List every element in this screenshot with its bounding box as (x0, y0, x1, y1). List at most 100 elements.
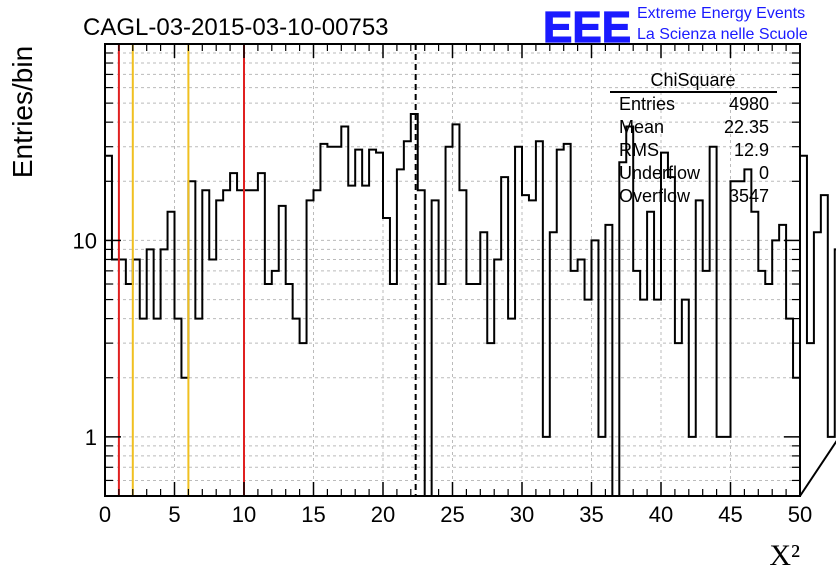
stats-value-underflow: 0 (759, 163, 769, 183)
y-axis-label: Entries/bin (7, 46, 38, 178)
eee-logo-line2: La Scienza nelle Scuole (637, 26, 808, 43)
histogram-bin (828, 437, 835, 496)
histogram-bin (668, 177, 675, 496)
histogram-bin (126, 284, 133, 496)
histogram-bin (647, 212, 654, 496)
histogram-bin (320, 144, 327, 496)
histogram-bin (779, 225, 786, 496)
x-tick-label: 50 (788, 502, 812, 527)
histogram-bin (376, 153, 383, 496)
histogram-bin (147, 249, 154, 496)
histogram-bin (175, 319, 182, 496)
histogram-bin (480, 232, 487, 496)
histogram-bin (362, 186, 369, 496)
x-tick-label: 10 (232, 502, 256, 527)
histogram-bin (786, 319, 793, 496)
histogram-bin (404, 141, 411, 496)
histogram-bin (550, 232, 557, 496)
histogram-bin (188, 181, 195, 496)
axes: 0 5 10 15 20 25 30 35 40 45 50 1 10 (73, 43, 812, 527)
histogram-bin (237, 190, 244, 496)
histogram-bin (105, 156, 112, 496)
histogram-bin (592, 240, 599, 496)
histogram-bin (571, 271, 578, 496)
x-tick-label: 15 (301, 502, 325, 527)
histogram-bin (675, 343, 682, 496)
histogram-bin (724, 437, 731, 496)
stats-label-mean: Mean (619, 117, 664, 137)
histogram-bin (459, 190, 466, 496)
histogram-bin (140, 319, 147, 496)
histogram-bin (654, 300, 661, 496)
eee-logo-line1: Extreme Energy Events (637, 5, 805, 22)
stats-label-overflow: Overflow (619, 186, 691, 206)
histogram-bin (744, 169, 751, 496)
histogram-bin (800, 156, 807, 496)
histogram-bin (244, 190, 251, 496)
x-tick-label: 25 (440, 502, 464, 527)
histogram-bin (355, 150, 362, 496)
stats-label-entries: Entries (619, 94, 675, 114)
histogram-bin (119, 259, 126, 496)
histogram-bin (300, 343, 307, 496)
histogram-bin (230, 173, 237, 496)
histogram-bin (181, 378, 188, 496)
stats-label-rms: RMS (619, 140, 659, 160)
stats-title: ChiSquare (650, 70, 735, 90)
histogram-bin (543, 437, 550, 496)
histogram-bin (487, 343, 494, 496)
histogram-bin (522, 195, 529, 496)
histogram-bin (689, 437, 696, 496)
histogram-bin (598, 437, 605, 496)
histogram-bin (307, 200, 314, 496)
histogram-bin (633, 271, 640, 496)
histogram-bin (696, 200, 703, 496)
histogram-bin (536, 141, 543, 496)
histogram-bin (619, 162, 626, 496)
histogram-bin (369, 150, 376, 496)
histogram-bin (529, 200, 536, 496)
histogram-bin (223, 190, 230, 496)
histogram-bin (765, 284, 772, 496)
histogram-bin (453, 124, 460, 496)
x-tick-label: 40 (649, 502, 673, 527)
histogram-bin (251, 190, 258, 496)
stats-value-overflow: 3547 (729, 186, 769, 206)
histogram-outline (104, 113, 836, 497)
histogram-bin (807, 343, 814, 496)
histogram-bin (341, 127, 348, 496)
histogram-bin (772, 240, 779, 496)
eee-logo: EEE Extreme Energy Events La Scienza nel… (542, 2, 808, 52)
x-tick-label: 20 (371, 502, 395, 527)
y-tick-label: 10 (73, 228, 97, 253)
histogram-bin (348, 186, 355, 496)
histogram-bin (286, 284, 293, 496)
histogram-bin (279, 206, 286, 496)
stats-value-rms: 12.9 (734, 140, 769, 160)
histogram-bin (202, 190, 209, 496)
histogram-bin (737, 181, 744, 496)
histogram-bin (605, 225, 612, 496)
stats-value-mean: 22.35 (724, 117, 769, 137)
histogram-bin (758, 271, 765, 496)
histogram-bin (501, 177, 508, 496)
y-tick-label: 1 (85, 425, 97, 450)
histogram-bin (557, 150, 564, 496)
histogram-bin (473, 284, 480, 496)
histogram-bin (731, 181, 738, 496)
histogram-bin (397, 169, 404, 496)
histogram-bin (334, 147, 341, 496)
marker-lines (117, 44, 417, 496)
histogram-bin (411, 114, 418, 496)
chart-title: CAGL-03-2015-03-10-00753 (83, 14, 389, 41)
histogram-bin (703, 271, 710, 496)
histogram-bin (466, 284, 473, 496)
stats-value-entries: 4980 (729, 94, 769, 114)
histogram-bin (161, 249, 168, 496)
histogram-bin (432, 200, 439, 496)
histogram-series (104, 113, 836, 497)
histogram-bin (564, 144, 571, 496)
histogram-bin (578, 259, 585, 496)
